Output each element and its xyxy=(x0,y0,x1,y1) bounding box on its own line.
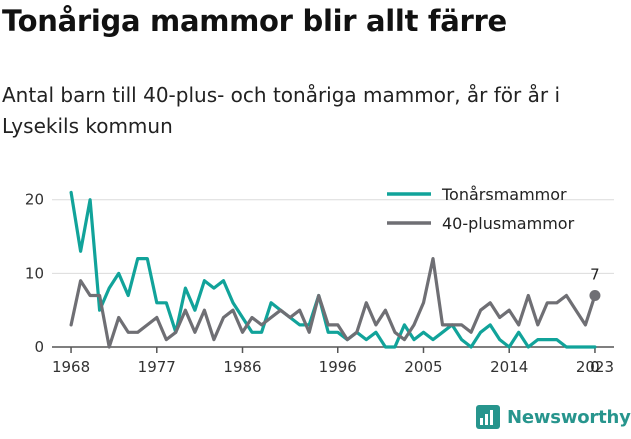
end-point-40-plusmammor xyxy=(589,289,601,301)
x-tick-label: 1977 xyxy=(138,358,176,376)
series-line-40-plusmammor xyxy=(69,257,597,349)
x-tick-label: 1996 xyxy=(319,358,357,376)
series-line-tonarsmammor xyxy=(69,190,597,349)
y-tick-label: 0 xyxy=(34,338,44,356)
chart-title: Tonåriga mammor blir allt färre xyxy=(2,4,507,38)
bar-chart-logo-icon xyxy=(476,405,500,429)
end-label-tonarsmammor: 0 xyxy=(590,358,600,376)
x-tick-label: 1968 xyxy=(52,358,90,376)
end-label-40-plusmammor: 7 xyxy=(590,265,600,283)
y-tick-label: 10 xyxy=(25,264,44,282)
y-tick-label: 20 xyxy=(25,191,44,209)
legend-label: Tonårsmammor xyxy=(441,185,567,204)
newsworthy-brand: Newsworthy xyxy=(476,405,631,429)
x-tick-label: 1986 xyxy=(223,358,261,376)
x-tick-label: 2014 xyxy=(490,358,528,376)
line-chart: 0 10 20 1968 1977 1986 1996 2005 2014 2023 7 0 Tonår… xyxy=(25,185,614,376)
legend-label: 40-plusmammor xyxy=(442,214,575,233)
chart-subtitle: Antal barn till 40-plus- och tonåriga ma… xyxy=(2,83,561,138)
x-tick-label: 2005 xyxy=(404,358,442,376)
brand-name: Newsworthy xyxy=(507,406,631,428)
x-tick-label: 2023 xyxy=(576,358,614,376)
